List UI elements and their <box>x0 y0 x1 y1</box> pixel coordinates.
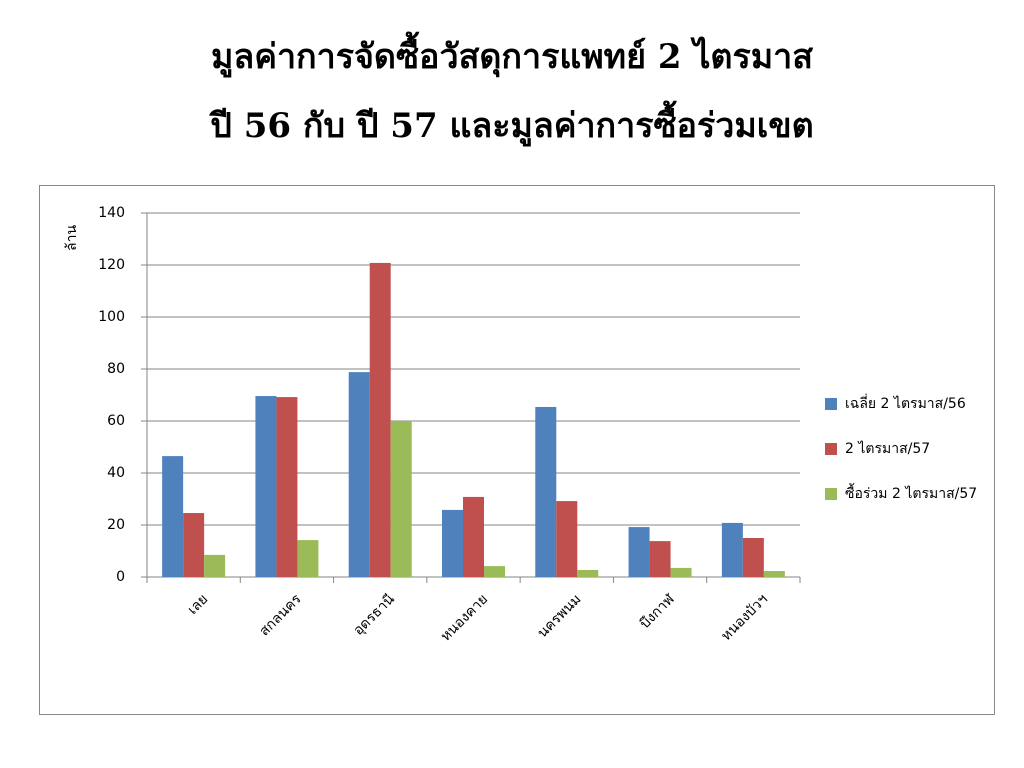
bar <box>742 538 764 577</box>
bar <box>670 567 692 577</box>
legend-label: ซื้อร่วม 2 ไตรมาส/57 <box>845 483 977 502</box>
bar <box>297 540 319 577</box>
y-axis-label: ล้าน <box>64 225 80 251</box>
bar <box>577 569 599 577</box>
y-tick-label: 20 <box>107 517 125 533</box>
bar <box>484 566 505 577</box>
bar <box>628 527 650 577</box>
bar <box>556 501 578 577</box>
bar <box>390 421 412 577</box>
bar <box>276 397 298 577</box>
legend-swatch <box>825 443 837 455</box>
legend-swatch <box>825 488 837 500</box>
y-tick-label: 100 <box>98 309 125 325</box>
chart-title: ปี 56 กับ ปี 57 และมูลค่าการซื้อร่วมเขต <box>209 100 814 147</box>
bar <box>763 571 785 577</box>
bar <box>369 262 391 577</box>
bar <box>463 496 484 577</box>
bar <box>348 372 370 577</box>
y-tick-label: 80 <box>107 361 125 377</box>
bar <box>162 456 184 577</box>
y-tick-label: 0 <box>116 569 125 585</box>
chart-title: มูลค่าการจัดซื้อวัสดุการแพทย์ 2 ไตรมาส <box>211 31 813 78</box>
legend-label: เฉลี่ย 2 ไตรมาส/56 <box>845 394 966 412</box>
bar <box>442 509 463 577</box>
y-tick-label: 120 <box>98 257 125 273</box>
legend-label: 2 ไตรมาส/57 <box>845 440 930 457</box>
y-tick-label: 140 <box>98 205 125 221</box>
y-tick-label: 60 <box>107 413 125 429</box>
bar <box>721 522 743 577</box>
bar <box>649 541 671 577</box>
bar <box>204 554 226 577</box>
y-tick-label: 40 <box>107 465 125 481</box>
bar <box>255 396 277 577</box>
bar <box>535 406 557 577</box>
bar <box>183 513 205 577</box>
legend-swatch <box>825 398 837 410</box>
